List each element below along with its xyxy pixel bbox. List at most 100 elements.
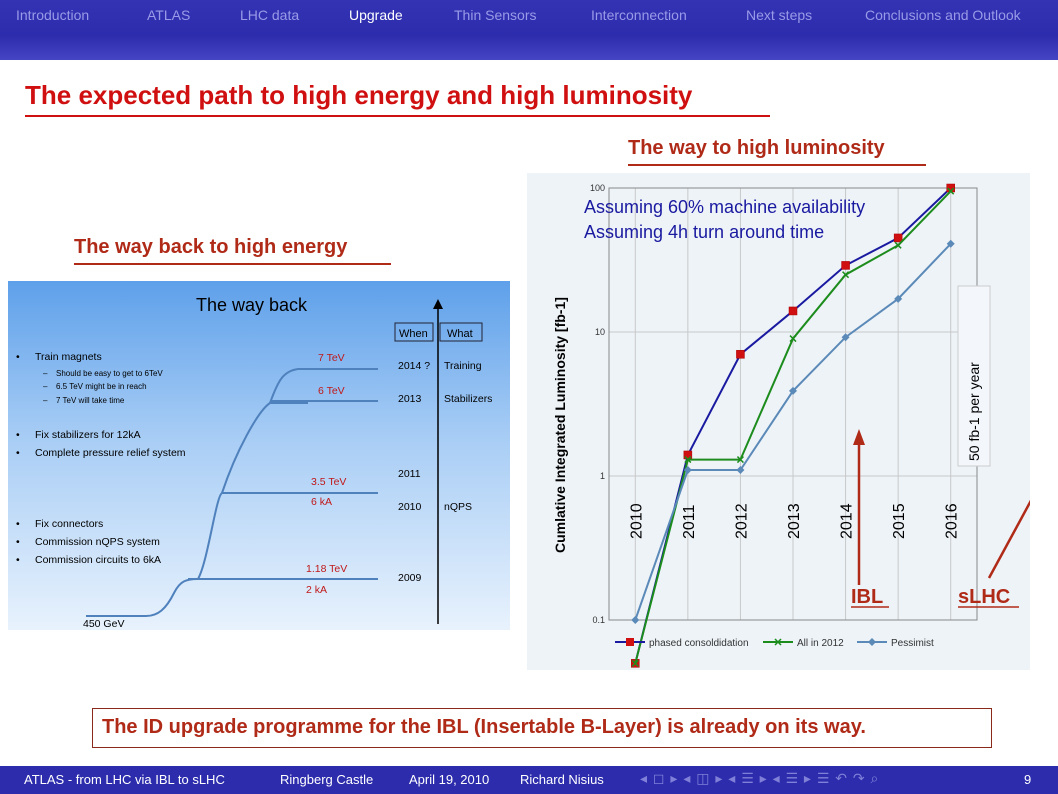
left-heading-underline <box>74 263 391 265</box>
level-450gev: 450 GeV <box>83 618 124 630</box>
slhc-arrow-line <box>987 499 1030 579</box>
way-back-figure: The way back When What • Train magnets –… <box>8 281 510 630</box>
data-point <box>736 350 745 359</box>
bullet-circuits: Commission circuits to 6kA <box>35 554 161 566</box>
data-point <box>894 294 903 303</box>
bullet-nqps: Commission nQPS system <box>35 536 160 548</box>
nav-item-conclusions[interactable]: Conclusions and Outlook <box>865 7 1021 23</box>
sub-dash: – <box>43 382 48 391</box>
data-point <box>947 187 955 195</box>
when-header-box <box>394 322 434 342</box>
data-point <box>684 456 692 464</box>
data-point <box>736 456 744 464</box>
timeline-when: 2013 <box>398 393 422 405</box>
nav-item-lhc-data[interactable]: LHC data <box>240 7 300 23</box>
y-tick-label: 100 <box>590 183 605 193</box>
x-tick-label: 2016 <box>944 503 961 539</box>
timeline-what: nQPS <box>444 501 472 513</box>
legend-marker <box>774 638 782 646</box>
data-point <box>683 466 692 475</box>
bullet-dot: • <box>16 554 20 566</box>
nav-item-upgrade[interactable]: Upgrade <box>349 7 403 23</box>
data-point <box>789 335 797 343</box>
level-2ka: 2 kA <box>306 584 327 596</box>
x-tick-label: 2014 <box>839 503 856 539</box>
bullet-dot: • <box>16 518 20 530</box>
y-tick-label: 1 <box>600 471 605 481</box>
data-point <box>894 241 902 249</box>
time-axis-arrowhead <box>433 299 443 309</box>
left-heading: The way back to high energy <box>74 236 348 258</box>
energy-staircase-curve <box>86 368 308 617</box>
nav-item-interconnection[interactable]: Interconnection <box>591 7 687 23</box>
x-tick-label: 2010 <box>628 503 645 539</box>
callout-text: The ID upgrade programme for the IBL (In… <box>102 716 866 738</box>
marker-ibl: IBL <box>851 586 883 608</box>
legend-marker <box>626 638 634 646</box>
marker-slhc: sLHC <box>958 586 1010 608</box>
footer-venue: Ringberg Castle <box>280 772 374 787</box>
timeline-when: 2009 <box>398 572 422 584</box>
note-availability: Assuming 60% machine availability <box>584 197 865 217</box>
nav-item-thin-sensors[interactable]: Thin Sensors <box>454 7 537 23</box>
data-point <box>631 616 640 624</box>
bullet-dot: • <box>16 536 20 548</box>
what-header-box <box>439 322 483 342</box>
data-point <box>841 333 850 342</box>
data-point <box>789 386 797 395</box>
legend-label: All in 2012 <box>797 638 844 649</box>
ibl-arrowhead <box>853 429 865 445</box>
timeline-what: Training <box>444 360 482 372</box>
timeline-when: 2014 ? <box>398 360 430 372</box>
y-tick-label: 0.1 <box>592 615 605 625</box>
luminosity-chart: 100 10 1 0.1 2010 2011 2012 2013 2014 2015 2016 C… <box>527 173 1030 670</box>
side-note-box <box>957 285 991 467</box>
when-header: When <box>399 328 428 340</box>
timeline-what: Stabilizers <box>444 393 492 405</box>
footer-bar: ATLAS - from LHC via IBL to sLHC Ringber… <box>0 766 1058 794</box>
x-tick-label: 2013 <box>786 503 803 539</box>
legend-label: phased consoldidation <box>649 638 749 649</box>
title-underline <box>25 115 770 117</box>
side-note: 50 fb-1 per year <box>966 362 982 461</box>
footer-date: April 19, 2010 <box>409 772 490 787</box>
sub-bullet: 7 TeV will take time <box>56 396 125 405</box>
level-6ka: 6 kA <box>311 496 332 508</box>
data-point <box>788 306 798 316</box>
bullet-fix-connectors: Fix connectors <box>35 518 103 530</box>
level-3p5tev: 3.5 TeV <box>311 476 346 488</box>
level-6tev: 6 TeV <box>318 385 345 397</box>
nav-item-next-steps[interactable]: Next steps <box>746 7 813 23</box>
data-point <box>842 271 850 279</box>
footer-author: Richard Nisius <box>520 772 604 787</box>
bullet-pressure-relief: Complete pressure relief system <box>35 447 186 459</box>
right-heading-underline <box>628 164 926 166</box>
footer-talk-title: ATLAS - from LHC via IBL to sLHC <box>24 772 225 787</box>
bullet-dot: • <box>16 351 20 363</box>
bullet-fix-stabilizers: Fix stabilizers for 12kA <box>35 429 141 441</box>
note-turnaround: Assuming 4h turn around time <box>584 222 824 242</box>
right-heading: The way to high luminosity <box>628 137 885 159</box>
top-navigation: Introduction ATLAS LHC data Upgrade Thin… <box>0 0 1058 60</box>
ibl-callout: The ID upgrade programme for the IBL (In… <box>92 708 992 748</box>
data-point <box>893 233 903 243</box>
level-7tev: 7 TeV <box>318 352 345 364</box>
x-tick-label: 2012 <box>733 503 750 539</box>
x-tick-label: 2015 <box>891 503 908 539</box>
bullet-dot: • <box>16 447 20 459</box>
timeline-when: 2011 <box>398 468 421 480</box>
y-tick-label: 10 <box>595 327 605 337</box>
beamer-navigation-icons[interactable]: ◂ ◻ ▸ ◂ ◫ ▸ ◂ ☰ ▸ ◂ ☰ ▸ ☰ ↶ ↷ ⌕ <box>640 770 880 786</box>
bullet-train-magnets: Train magnets <box>35 351 102 363</box>
sub-dash: – <box>43 369 48 378</box>
legend-marker <box>868 638 876 646</box>
y-axis-label: Cumlative Integrated Luminosity [fb-1] <box>552 297 568 553</box>
data-point <box>736 466 745 475</box>
nav-item-atlas[interactable]: ATLAS <box>147 7 191 23</box>
bullet-dot: • <box>16 429 20 441</box>
x-tick-label: 2011 <box>681 504 698 539</box>
sub-dash: – <box>43 396 48 405</box>
way-back-title: The way back <box>196 295 308 315</box>
nav-item-introduction[interactable]: Introduction <box>16 7 90 23</box>
data-point <box>946 239 955 248</box>
